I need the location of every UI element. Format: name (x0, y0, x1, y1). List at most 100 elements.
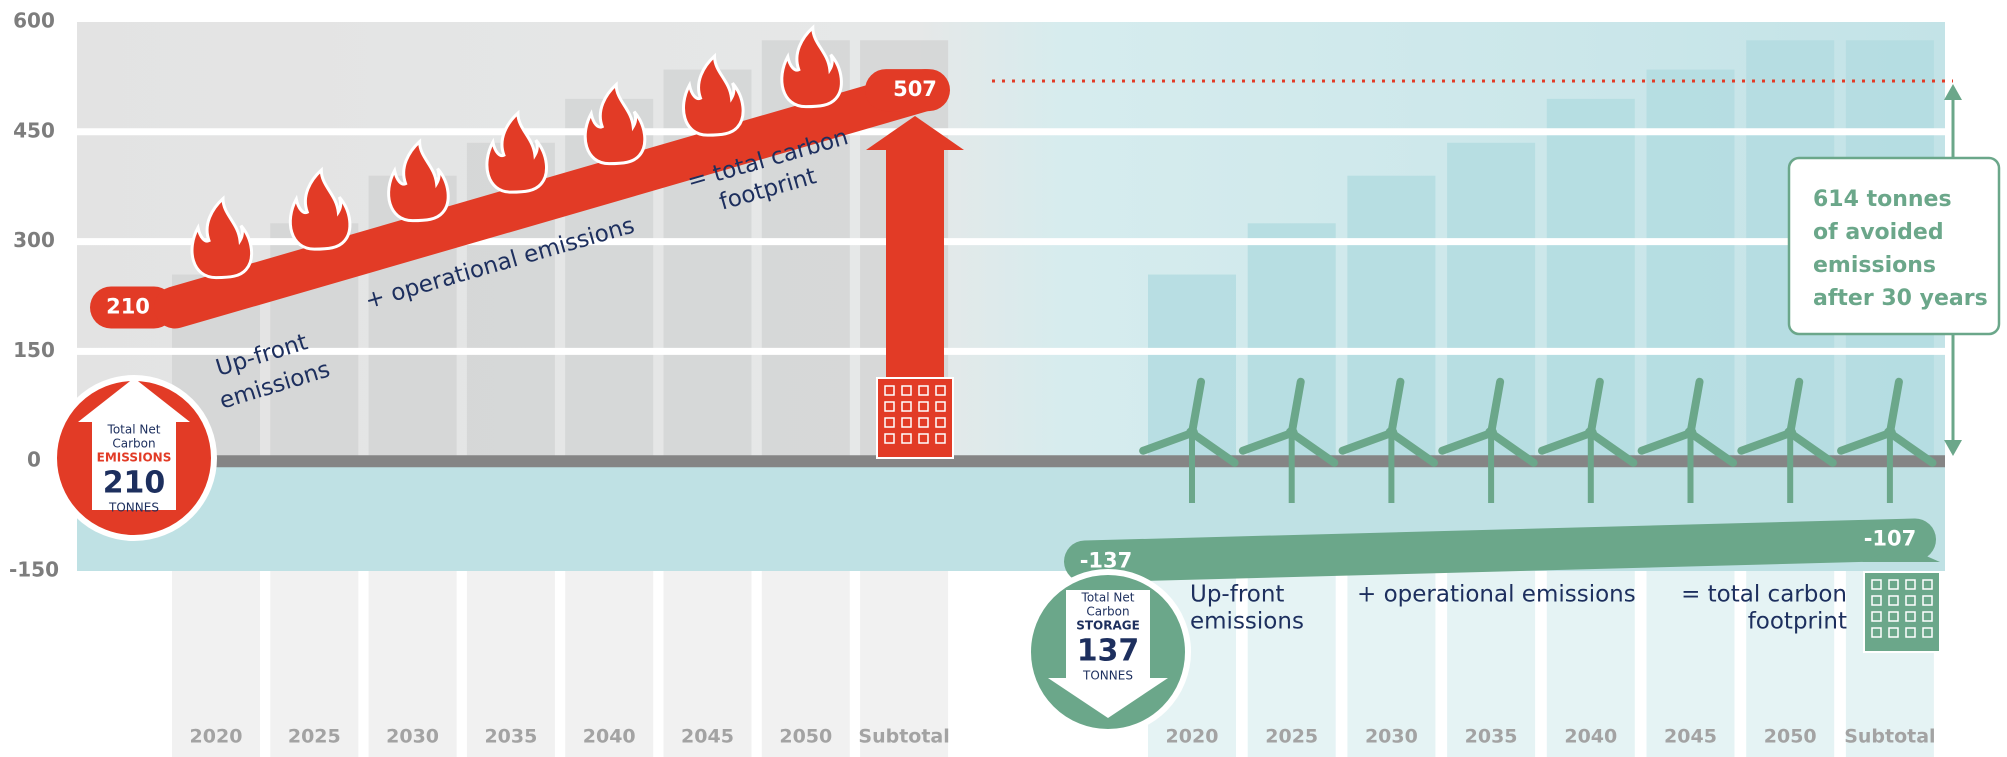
decorations (51, 24, 2001, 735)
avoided-text: emissions (1813, 253, 1936, 278)
flame-icon (780, 24, 843, 109)
x-tick-label: 2030 (1365, 726, 1418, 748)
badge-text: Total Net (107, 423, 161, 437)
badge-amount: 137 (1077, 634, 1140, 669)
turbine-hub (1684, 427, 1697, 439)
turbine-blade (1139, 429, 1196, 455)
badge-arrow (1048, 590, 1168, 718)
annotation: footprint (1748, 609, 1847, 635)
column-background (1546, 571, 1635, 757)
building-window (1888, 595, 1899, 606)
annotation: = total carbon (1681, 582, 1847, 608)
avoided-box (1787, 156, 2001, 336)
building-window (918, 433, 929, 444)
x-tick-label: Subtotal (858, 726, 949, 748)
band-label: -137 (1080, 548, 1133, 572)
building-window (1871, 595, 1882, 606)
turbine-blade (1586, 429, 1638, 467)
building-window (901, 417, 912, 428)
building-window (1922, 595, 1933, 606)
y-tick-label: 0 (27, 448, 41, 472)
building-window (918, 401, 929, 412)
building-window (1888, 579, 1899, 590)
x-tick-label: 2020 (1166, 726, 1219, 748)
turbine-blade (1287, 377, 1305, 437)
bar (1447, 142, 1536, 462)
turbine-blade (1637, 429, 1695, 455)
emissions-band (154, 69, 946, 329)
annotation: + operational emissions (1357, 582, 1636, 608)
badge-text: Carbon (1086, 605, 1129, 619)
badge-text: Total Net (1081, 591, 1135, 605)
column-background (172, 571, 260, 757)
turbine-blade (1287, 429, 1339, 467)
building-window (1888, 611, 1899, 622)
badge-unit: TONNES (1082, 669, 1133, 683)
y-tick-label: 450 (13, 118, 55, 142)
turbine-blade (1188, 429, 1239, 467)
building-window (1922, 611, 1933, 622)
x-tick-label: 2050 (779, 726, 832, 748)
x-tick-label: 2030 (386, 726, 439, 748)
building-window (1871, 627, 1882, 638)
column-background (466, 571, 555, 757)
band-label: -107 (1864, 527, 1917, 551)
x-tick-label: 2020 (190, 726, 243, 748)
flame-icon (583, 81, 647, 166)
y-tick-label: 150 (13, 338, 55, 362)
building-window (884, 433, 895, 444)
turbine-blade (1686, 377, 1704, 437)
turbine-blade (1786, 429, 1837, 467)
turbine-blade (1188, 377, 1206, 437)
column-background (1646, 571, 1735, 757)
turbine-blade (1238, 429, 1296, 455)
building-window (935, 385, 946, 396)
turbine-blade (1885, 429, 1937, 467)
badge-text: Carbon (112, 437, 155, 451)
turbine-blade (1387, 429, 1438, 467)
x-tick-label: 2025 (1265, 726, 1318, 748)
turbine-blade (1786, 377, 1804, 437)
avoided-text: 614 tonnes (1813, 187, 1952, 212)
building-window (884, 385, 895, 396)
badge-kind: EMISSIONS (97, 451, 172, 465)
turbine-blade (1686, 429, 1738, 467)
building-window (1905, 595, 1916, 606)
arrow-head (866, 116, 964, 150)
column-background (761, 571, 850, 757)
building-window (901, 401, 912, 412)
avoided-text: after 30 years (1813, 286, 1988, 311)
flame-icon (190, 195, 254, 280)
building-window (935, 417, 946, 428)
column-background (860, 571, 949, 757)
building-window (918, 385, 929, 396)
flame-icon (485, 109, 548, 194)
band-end (865, 69, 950, 112)
span-arrow-head (1944, 84, 1962, 100)
badge-amount: 210 (103, 466, 166, 501)
y-tick-label: -150 (9, 558, 59, 582)
x-tick-label: 2045 (681, 726, 734, 748)
column-background (270, 571, 359, 757)
x-tick-label: 2035 (1465, 726, 1518, 748)
column-background (368, 571, 457, 757)
flame-icon (288, 166, 352, 251)
building-window (901, 385, 912, 396)
turbine-blade (1537, 429, 1595, 455)
badge-unit: TONNES (108, 501, 159, 515)
annotation: emissions (1190, 609, 1304, 635)
column-background (1746, 571, 1835, 757)
x-tick-label: 2045 (1664, 726, 1717, 748)
x-tick-label: Subtotal (1844, 726, 1935, 748)
turbine-hub (1784, 427, 1797, 439)
turbine-blade (1885, 377, 1903, 437)
badge-arrow (78, 378, 190, 510)
building-window (1905, 627, 1916, 638)
turbine-blade (1837, 429, 1894, 455)
avoided-text: of avoided (1813, 220, 1944, 245)
x-tick-label: 2025 (288, 726, 341, 748)
building-window (1905, 579, 1916, 590)
badge-kind: STORAGE (1076, 619, 1140, 633)
turbine-hub (1285, 427, 1298, 439)
